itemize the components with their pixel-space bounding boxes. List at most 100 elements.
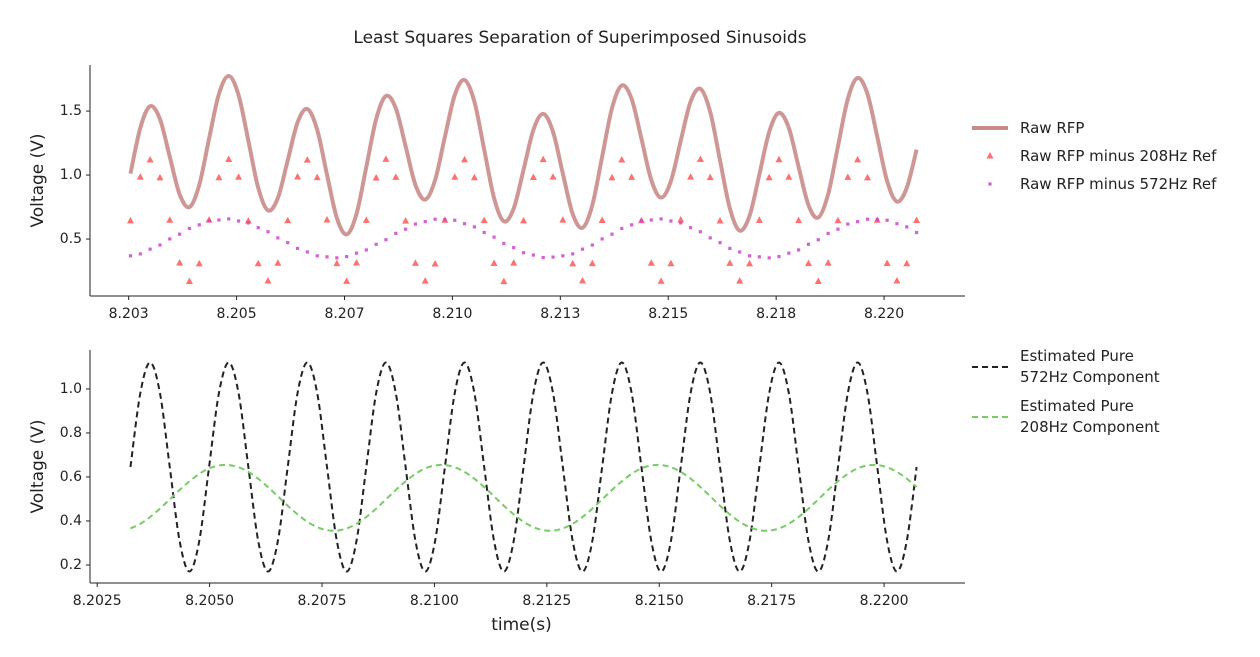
scatter-point <box>295 246 300 250</box>
scatter-point <box>521 251 526 255</box>
scatter-point <box>549 173 557 180</box>
scatter-point <box>402 217 410 224</box>
scatter-point <box>765 173 773 181</box>
x-tick-label: 8.207 <box>324 306 364 322</box>
scatter-point <box>266 230 270 234</box>
scatter-point <box>187 226 192 231</box>
scatter-point <box>559 216 567 223</box>
scatter-point <box>303 156 311 163</box>
scatter-point <box>649 218 653 222</box>
y-tick-label: 0.2 <box>60 557 82 573</box>
scatter-point <box>679 221 683 225</box>
scatter-point <box>895 222 899 226</box>
scatter-point <box>795 216 803 224</box>
x-tick-label: 8.2075 <box>298 593 347 609</box>
scatter-point <box>738 250 742 254</box>
scatter-point <box>628 173 636 180</box>
scatter-point <box>470 173 478 181</box>
scatter-point <box>158 243 162 247</box>
y-tick-label: 1.5 <box>60 103 82 119</box>
scatter-point <box>600 237 604 241</box>
x-tick-label: 8.2175 <box>747 593 796 609</box>
scatter-point <box>608 173 616 181</box>
scatter-point <box>353 258 361 266</box>
scatter-point <box>372 174 380 181</box>
scatter-point <box>598 216 606 223</box>
scatter-point <box>669 219 673 223</box>
y-tick-label: 0.4 <box>60 513 82 529</box>
scatter-point <box>244 217 252 224</box>
scatter-point <box>227 217 231 221</box>
scatter-point <box>490 259 498 266</box>
scatter-point <box>286 241 290 245</box>
scatter-point <box>512 246 516 250</box>
scatter-point <box>305 250 309 254</box>
scatter-point <box>264 277 272 284</box>
scatter-point <box>433 217 437 221</box>
scatter-point <box>374 242 378 246</box>
scatter-point <box>325 255 329 259</box>
scatter-point <box>185 277 193 285</box>
scatter-point <box>618 155 626 163</box>
scatter-point <box>362 216 370 223</box>
scatter-point <box>541 256 545 260</box>
scatter-point <box>620 226 624 231</box>
scatter-point <box>903 259 911 267</box>
scatter-point <box>746 259 754 267</box>
scatter-point <box>588 259 596 267</box>
scatter-point <box>276 236 280 240</box>
x-tick-label: 8.205 <box>217 306 257 322</box>
scatter-point <box>913 216 921 223</box>
y-tick-label: 1.0 <box>60 381 82 397</box>
scatter-point <box>394 231 398 236</box>
scatter-point <box>207 219 211 223</box>
legend-label: Estimated Pure 572Hz Component <box>1020 347 1160 386</box>
scatter-point <box>443 218 447 222</box>
scatter-point <box>755 216 763 223</box>
scatter-point <box>284 216 292 224</box>
scatter-point <box>392 173 400 180</box>
scatter-point <box>836 227 840 231</box>
scatter-point <box>708 236 712 240</box>
scatter-point <box>865 217 870 221</box>
scatter-point <box>384 238 388 242</box>
scatter-point <box>590 243 594 247</box>
scatter-point <box>610 232 614 236</box>
scatter-point <box>571 252 575 256</box>
scatter-point <box>875 218 879 222</box>
scatter-point <box>472 225 476 229</box>
scatter-point <box>136 173 144 180</box>
scatter-point <box>885 218 889 222</box>
scatter-point <box>225 155 233 162</box>
scatter-point <box>777 254 781 259</box>
scatter-point <box>706 173 714 181</box>
scatter-point <box>716 217 724 224</box>
scatter-point <box>168 237 172 241</box>
scatter-point <box>411 259 419 266</box>
scatter-point <box>569 259 577 267</box>
scatter-point <box>775 155 783 163</box>
scatter-point <box>814 277 822 285</box>
scatter-point <box>345 254 349 259</box>
scatter-point <box>195 259 203 267</box>
scatter-point <box>797 248 801 252</box>
scatter-point <box>404 227 408 231</box>
scatter-point <box>529 173 537 180</box>
scatter-point <box>335 256 339 260</box>
x-axis-label: time(s) <box>491 615 552 635</box>
scatter-point <box>215 173 223 181</box>
x-tick-label: 8.2050 <box>185 593 234 609</box>
scatter-point <box>166 216 174 223</box>
scatter-point <box>844 173 852 180</box>
scatter-point <box>451 173 459 180</box>
scatter-point <box>824 259 832 266</box>
scatter-point <box>804 259 812 267</box>
scatter-point <box>520 216 528 224</box>
scatter-point <box>431 260 439 267</box>
scatter-point <box>354 251 359 255</box>
scatter-point <box>539 155 547 163</box>
scatter-point <box>561 254 565 258</box>
scatter-point <box>462 222 467 226</box>
scatter-point <box>246 221 250 225</box>
y-tick-label: 0.6 <box>60 469 82 485</box>
